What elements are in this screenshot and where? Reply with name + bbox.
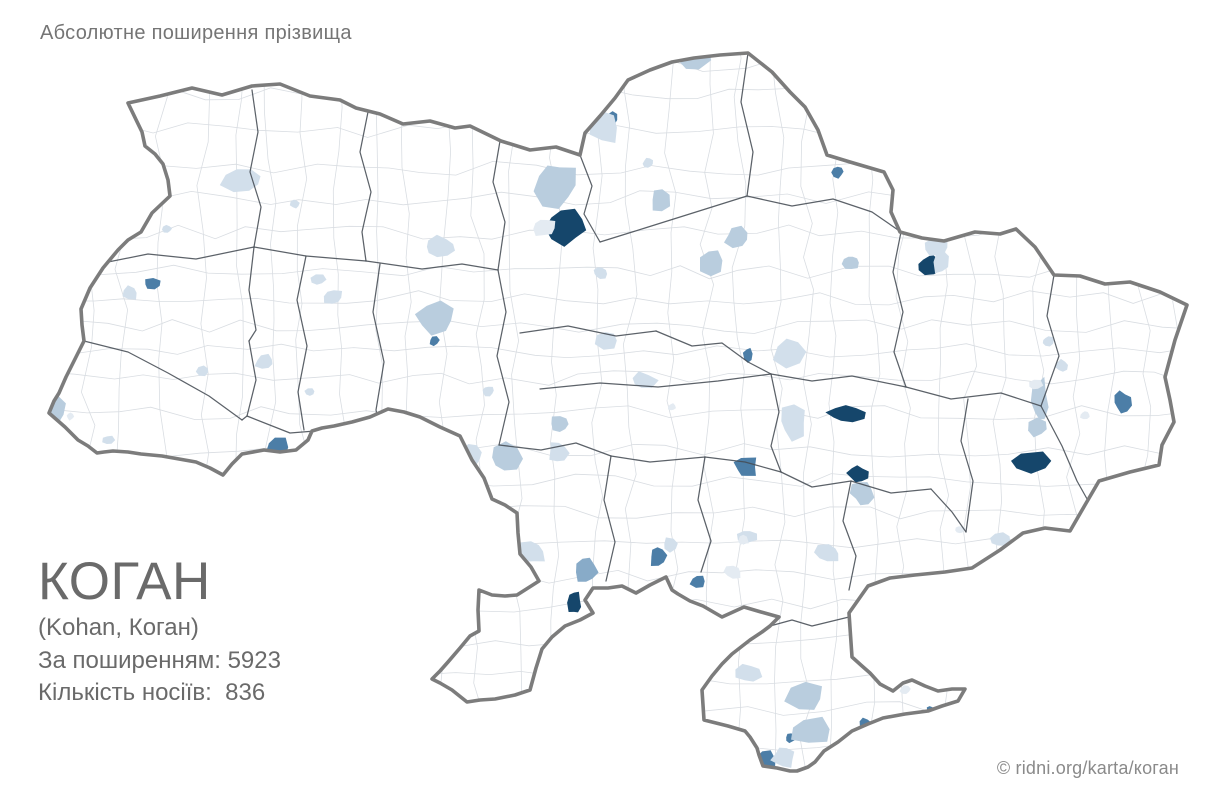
raion-region xyxy=(652,189,671,212)
raion-region xyxy=(772,338,807,369)
surname-heading: КОГАН xyxy=(38,552,211,611)
raion-region xyxy=(254,353,273,369)
raion-region xyxy=(784,681,822,710)
raion-region xyxy=(102,435,116,444)
raion-region xyxy=(723,565,741,579)
copyright-label: © ridni.org/karta/коган xyxy=(996,758,1179,778)
raion-region xyxy=(1029,379,1044,390)
raion-region xyxy=(482,386,494,397)
raion-region xyxy=(735,663,763,682)
raion-region xyxy=(632,371,659,388)
raion-region xyxy=(289,199,300,209)
raion-region xyxy=(323,290,343,304)
raion-region xyxy=(846,465,869,483)
raion-region xyxy=(66,412,75,421)
raion-region xyxy=(414,300,454,336)
raion-region xyxy=(576,557,599,582)
raion-region xyxy=(310,274,327,285)
oblast-borders xyxy=(83,53,1092,627)
surname-variants: (Kohan, Коган) xyxy=(38,614,199,641)
rank-label: За поширенням: xyxy=(38,646,228,674)
raion-region xyxy=(667,403,676,411)
count-label: Кількість носіїв: xyxy=(38,679,226,706)
raion-region xyxy=(724,225,748,249)
raion-region xyxy=(533,165,576,209)
country-outline xyxy=(47,51,1189,773)
choropleth-regions xyxy=(49,53,1132,771)
raion-region xyxy=(145,278,161,290)
raion-region xyxy=(1114,390,1132,414)
raion-region xyxy=(841,256,859,269)
raion-region xyxy=(738,534,749,545)
raion-region xyxy=(825,405,866,423)
raion-region xyxy=(162,224,173,233)
surname-info-block: КОГАН (Kohan, Коган) За поширенням: 5923… xyxy=(38,552,281,710)
raion-region xyxy=(814,544,839,562)
raion-region xyxy=(519,541,545,562)
raion-region xyxy=(533,219,556,236)
raion-region xyxy=(551,416,569,432)
raion-region xyxy=(700,250,723,277)
raion-region xyxy=(594,332,617,350)
page-title: Абсолютне поширення прізвища xyxy=(40,22,352,44)
raion-region xyxy=(304,388,315,396)
raion-region xyxy=(1080,411,1090,420)
rank-value: 5923 xyxy=(227,646,281,674)
raion-region xyxy=(770,747,795,768)
raion-region xyxy=(689,575,705,588)
raion-region xyxy=(544,208,587,247)
raion-region xyxy=(492,441,523,471)
raion-region xyxy=(899,685,911,694)
count-value: 836 xyxy=(225,679,266,706)
rank-line: За поширенням: 5923 xyxy=(38,645,281,678)
raion-region xyxy=(650,547,668,566)
raion-region xyxy=(429,336,440,347)
raion-region xyxy=(593,267,608,279)
raion-region xyxy=(990,532,1011,546)
raion-region xyxy=(791,716,830,743)
raion-region xyxy=(831,166,844,179)
raion-region xyxy=(1028,417,1047,438)
raion-region xyxy=(567,591,582,613)
raion-region xyxy=(642,157,653,168)
raion-region xyxy=(664,537,678,553)
raion-region xyxy=(426,234,455,258)
raion-region xyxy=(849,482,875,506)
raion-region xyxy=(195,365,208,377)
raion-region xyxy=(1042,336,1054,347)
raion-region xyxy=(742,347,753,363)
count-line: Кількість носіїв: 836 xyxy=(38,677,281,710)
raion-region xyxy=(122,285,137,300)
raion-region xyxy=(933,250,949,274)
raion-region xyxy=(1055,358,1068,372)
raion-region xyxy=(1011,451,1052,474)
raion-region xyxy=(733,457,757,476)
raion-region xyxy=(781,404,805,442)
